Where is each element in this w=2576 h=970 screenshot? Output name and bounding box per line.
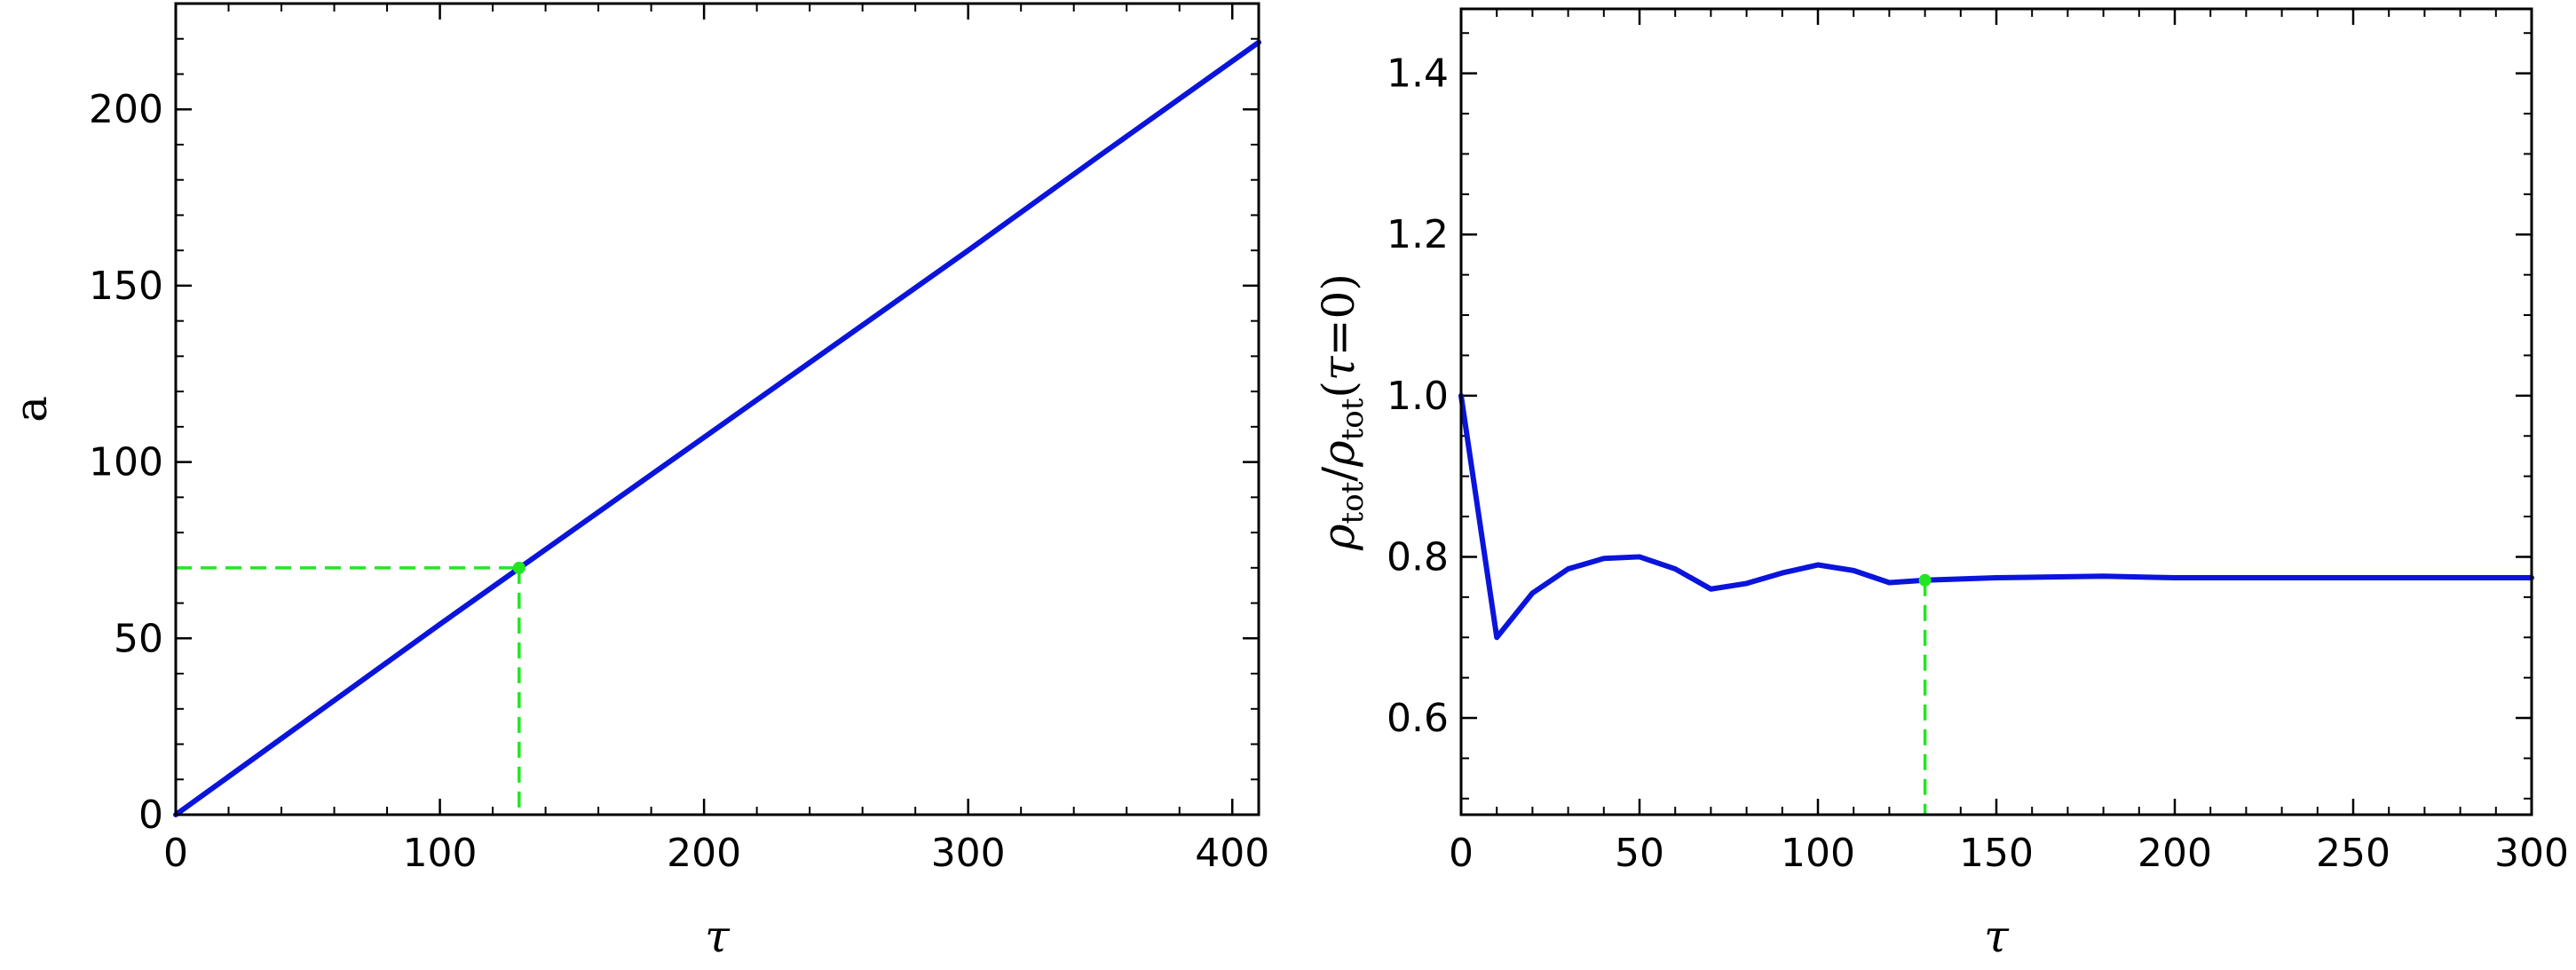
chart-right: 0.6 0.8 1.0 1.2 1.4 0 50 100 150 200 250 300 τ ρto…: [1313, 7, 2569, 962]
y-tick-label: 0.6: [1387, 696, 1449, 741]
x-tick-label: 0: [1449, 831, 1474, 876]
major-ticks: [1459, 9, 2533, 815]
y-tick-label: 200: [89, 87, 163, 132]
plot-frame: [174, 2, 1260, 816]
x-tick-label: 50: [1615, 831, 1664, 876]
marker-point: [1918, 573, 1932, 587]
chart-left: 0 50 100 150 200 0 100 200 300 400 τ a: [5, 2, 1269, 962]
y-tick-label: 1.0: [1387, 374, 1449, 419]
minor-ticks: [1460, 9, 2533, 815]
y-axis-label: a: [5, 396, 57, 422]
y-tick-label: 50: [114, 616, 163, 661]
x-tick-label: 300: [2494, 831, 2569, 876]
y-tick-label: 1.2: [1387, 212, 1449, 257]
x-tick-label: 0: [163, 831, 188, 876]
x-tick-label: 100: [1781, 831, 1855, 876]
x-tick-label: 250: [2316, 831, 2390, 876]
x-axis-label: τ: [705, 911, 731, 962]
y-tick-label: 1.4: [1387, 51, 1449, 97]
y-axis-label: ρtot/ρtot(τ=0): [1313, 273, 1371, 551]
y-tick-labels: 0.6 0.8 1.0 1.2 1.4: [1387, 51, 1449, 741]
y-tick-label: 150: [89, 264, 163, 309]
marker-point: [512, 561, 525, 574]
minor-ticks: [175, 3, 1259, 816]
x-tick-labels: 0 50 100 150 200 250 300: [1449, 831, 2569, 876]
x-tick-labels: 0 100 200 300 400: [163, 831, 1269, 876]
major-ticks: [174, 4, 1259, 816]
x-tick-label: 200: [667, 831, 741, 876]
x-tick-label: 200: [2137, 831, 2212, 876]
x-tick-label: 100: [403, 831, 478, 876]
y-tick-label: 100: [89, 440, 163, 485]
x-tick-label: 400: [1195, 831, 1269, 876]
y-tick-label: 0: [138, 793, 163, 838]
y-tick-labels: 0 50 100 150 200: [89, 87, 163, 838]
y-tick-label: 0.8: [1387, 534, 1449, 580]
series-line: [173, 39, 1261, 817]
plot-frame: [1459, 7, 2533, 816]
x-tick-label: 150: [1959, 831, 2034, 876]
series-line: [1458, 392, 2534, 641]
x-tick-label: 300: [931, 831, 1006, 876]
x-axis-label: τ: [1984, 911, 2010, 962]
